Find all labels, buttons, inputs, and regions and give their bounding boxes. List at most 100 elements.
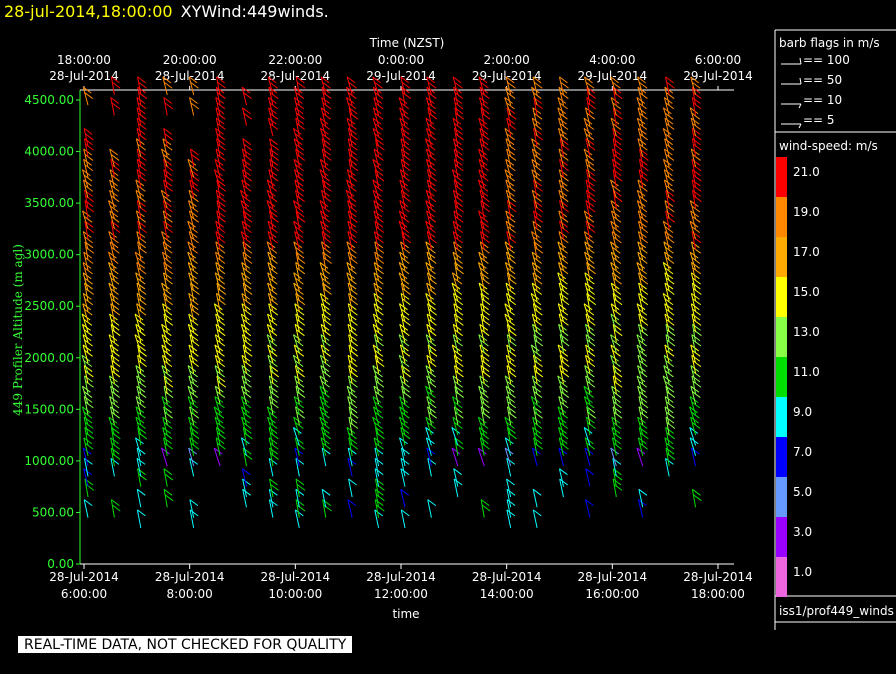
wind-barb-shaft — [452, 221, 459, 240]
wind-barb-flag — [164, 226, 174, 234]
wind-barb-shaft — [398, 221, 406, 240]
wind-barb-shaft — [372, 416, 380, 436]
wind-barb-flag — [427, 457, 437, 465]
wind-barb-flag — [295, 143, 304, 151]
wind-barb-flag — [426, 375, 435, 383]
wind-barb-flag — [242, 329, 252, 337]
wind-barb-shaft — [559, 159, 564, 178]
wind-barb-shaft — [401, 87, 406, 106]
wind-barb-shaft — [584, 272, 591, 291]
wind-barb-shaft — [214, 396, 221, 415]
wind-barb-shaft — [399, 117, 406, 137]
wind-barb-flag — [586, 339, 596, 347]
wind-barb-flag — [585, 123, 595, 130]
wind-barb-shaft — [505, 221, 512, 240]
wind-barb-shaft — [662, 375, 670, 395]
wind-barb-flag — [401, 184, 410, 192]
wind-barb-flag — [295, 189, 304, 197]
wind-barb-flag — [532, 220, 542, 228]
wind-barb-flag — [640, 164, 649, 172]
wind-barb-flag — [454, 81, 463, 89]
source-label: iss1/prof449_winds — [779, 604, 894, 618]
wind-barb-flag — [321, 360, 331, 368]
wind-barb-flag — [427, 154, 437, 161]
wind-barb-shaft — [479, 138, 485, 157]
wind-barb-flag — [321, 97, 331, 104]
wind-barb-flag — [559, 292, 569, 300]
wind-barb-shaft — [187, 386, 195, 405]
wind-barb-flag — [84, 375, 93, 383]
wind-barb-flag — [242, 138, 252, 146]
bottom-tick-date: 28-Jul-2014 — [155, 570, 225, 584]
wind-barb-flag — [136, 292, 146, 300]
wind-barb-flag — [425, 241, 435, 249]
wind-barb-flag — [138, 360, 147, 368]
wind-barb-flag — [241, 86, 251, 94]
wind-barb-flag — [531, 138, 540, 146]
wind-barb-flag — [559, 422, 569, 429]
wind-barb-flag — [480, 288, 489, 295]
wind-barb-flag — [665, 427, 674, 434]
wind-barb-flag — [323, 504, 332, 512]
wind-barb-flag — [453, 401, 463, 409]
wind-barb-flag — [638, 210, 647, 218]
wind-barb-shaft — [480, 499, 485, 518]
wind-barb-shaft — [215, 128, 221, 147]
wind-barb-flag — [373, 292, 383, 300]
wind-barb-flag — [189, 226, 198, 234]
wind-barb-shaft — [452, 416, 459, 436]
wind-barb-flag — [692, 277, 701, 285]
wind-barb-shaft — [530, 293, 538, 312]
wind-barb-flag — [583, 117, 593, 125]
wind-barb-shaft — [189, 437, 195, 456]
wind-barb-shaft — [241, 87, 247, 106]
wind-barb-shaft — [83, 375, 89, 394]
wind-barb-flag — [532, 401, 542, 409]
wind-barb-flag — [506, 148, 515, 156]
wind-barb-shaft — [453, 241, 459, 260]
wind-barb-flag — [504, 416, 514, 424]
wind-barb-flag — [136, 329, 146, 337]
wind-barb-shaft — [586, 97, 591, 116]
wind-barb-shaft — [506, 148, 512, 168]
wind-barb-flag — [692, 360, 702, 368]
wind-barb-shaft — [162, 241, 168, 260]
wind-barb-flag — [111, 226, 121, 234]
wind-barb-flag — [189, 205, 199, 213]
wind-barb-shaft — [558, 262, 564, 281]
wind-barb-shaft — [214, 334, 221, 353]
wind-barb-flag — [691, 215, 701, 223]
wind-barb-flag — [190, 236, 199, 244]
wind-barb-flag — [268, 292, 277, 300]
wind-barb-shaft — [320, 365, 327, 384]
wind-barb-shaft — [665, 386, 670, 405]
wind-barb-flag — [452, 334, 462, 342]
wind-barb-shaft — [242, 489, 247, 508]
top-tick-date: 29-Jul-2014 — [578, 69, 648, 83]
wind-barb-shaft — [691, 282, 697, 302]
wind-barb-flag — [402, 133, 411, 141]
wind-barb-flag — [690, 416, 699, 424]
wind-barb-flag — [321, 123, 331, 130]
wind-barb-flag — [241, 375, 251, 383]
wind-barb-shaft — [82, 262, 89, 281]
wind-barb-flag — [296, 504, 306, 512]
wind-barb-flag — [322, 143, 332, 151]
wind-barb-shaft — [347, 303, 353, 322]
wind-barb-flag — [691, 112, 701, 120]
barb-legend-label: == 100 — [803, 53, 850, 67]
wind-barb-shaft — [636, 344, 644, 364]
wind-barb-flag — [427, 257, 437, 264]
wind-barb-flag — [613, 483, 623, 491]
wind-barb-flag — [692, 97, 701, 104]
wind-barb-flag — [296, 318, 306, 326]
wind-barb-flag — [480, 365, 490, 372]
wind-barb-shaft — [373, 293, 380, 312]
wind-barb-flag — [269, 396, 278, 403]
color-scale-label: 9.0 — [793, 405, 812, 419]
wind-barb-shaft — [532, 76, 538, 95]
wind-barb-shaft — [84, 190, 89, 209]
color-scale-label: 19.0 — [793, 205, 820, 219]
wind-barb-flag — [559, 308, 569, 316]
wind-barb-flag — [190, 442, 200, 450]
